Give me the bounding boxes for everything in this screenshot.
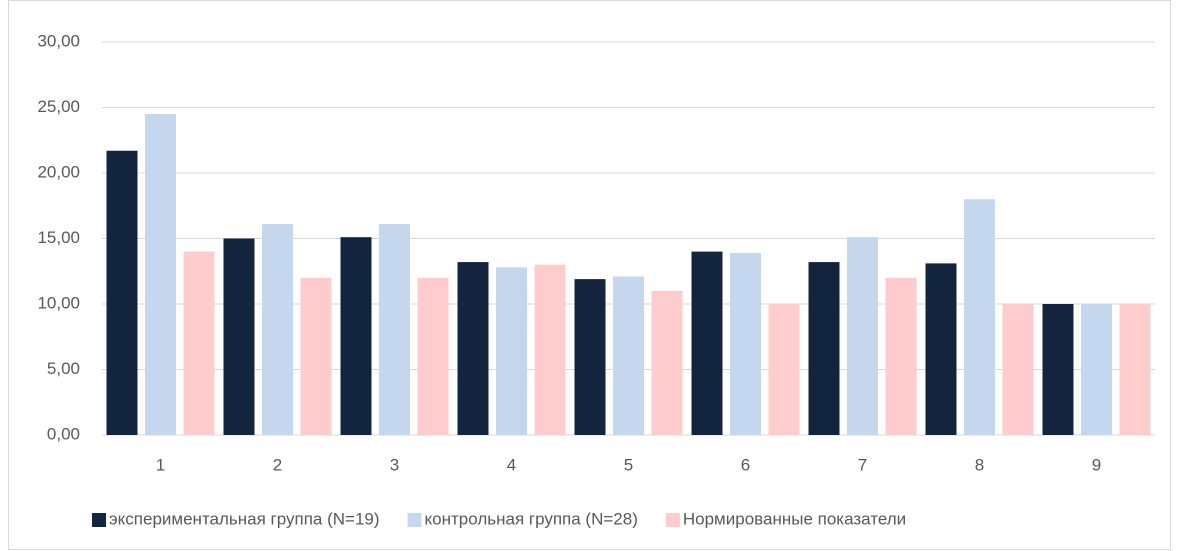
y-tick-label: 5,00 [47,359,80,378]
bar [417,277,449,435]
bar [340,237,372,435]
bar [457,262,489,435]
bar [768,304,800,435]
chart-frame [8,0,1171,550]
legend-label: экспериментальная группа (N=19) [109,509,380,528]
legend-swatch [407,513,422,527]
bar [885,277,917,435]
legend-swatch [92,513,106,527]
bar [1002,304,1034,435]
bar [847,237,878,435]
bar [1119,304,1151,435]
x-tick-label: 2 [273,455,282,474]
x-tick-label: 8 [975,455,984,474]
x-tick-label: 4 [507,455,516,474]
bar [106,150,138,436]
bar [651,290,683,435]
bar [808,262,840,435]
bar [574,279,606,435]
y-tick-label: 15,00 [37,228,80,247]
y-tick-label: 30,00 [37,31,80,50]
bar [534,264,566,435]
y-tick-label: 10,00 [37,293,80,312]
bar [183,251,215,435]
x-tick-label: 1 [156,455,165,474]
y-tick-label: 25,00 [37,97,80,116]
legend-label: контрольная группа (N=28) [425,509,638,528]
x-tick-label: 5 [624,455,633,474]
bar [300,277,332,435]
y-tick-label: 0,00 [47,424,80,443]
y-tick-label: 20,00 [37,162,80,181]
x-tick-label: 6 [741,455,750,474]
bar [496,267,527,435]
bar [925,263,957,435]
legend-swatch [665,513,680,527]
bar [262,224,293,435]
bar [1042,304,1074,435]
bar [379,224,410,435]
bar [613,276,644,435]
x-tick-label: 7 [858,455,867,474]
bar [1081,304,1112,435]
x-tick-label: 9 [1092,455,1101,474]
x-tick-label: 3 [390,455,399,474]
bar [223,238,255,435]
bar [964,199,995,435]
legend-label: Нормированные показатели [683,509,906,528]
bar [145,114,176,436]
bar [691,251,723,435]
bar [730,252,761,435]
